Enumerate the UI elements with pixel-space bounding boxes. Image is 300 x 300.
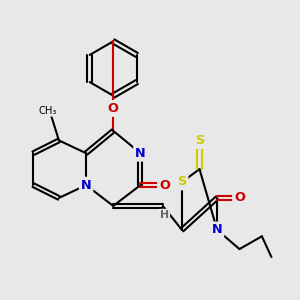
Text: O: O [234, 191, 245, 204]
Text: N: N [212, 224, 222, 236]
Text: N: N [135, 147, 146, 160]
Text: N: N [81, 179, 92, 192]
Text: CH₃: CH₃ [38, 106, 57, 116]
Text: H: H [160, 210, 169, 220]
Text: O: O [108, 102, 119, 115]
Text: S: S [177, 176, 187, 188]
Text: O: O [159, 179, 170, 192]
Text: S: S [195, 134, 204, 147]
